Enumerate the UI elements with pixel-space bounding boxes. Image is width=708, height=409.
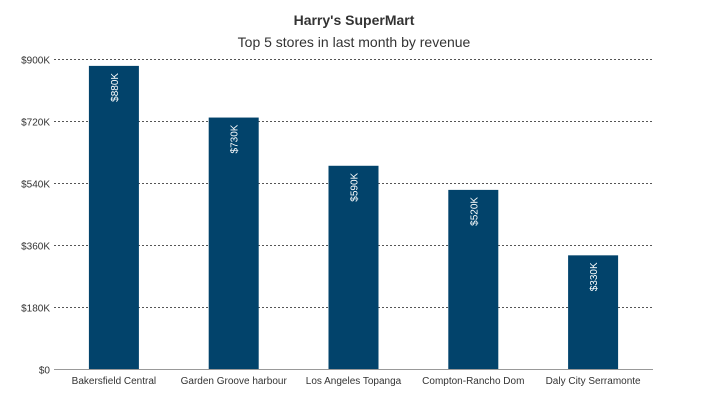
x-tick-label: Daly City Serramonte xyxy=(546,376,641,387)
y-tick-label: $360K xyxy=(21,242,50,253)
chart-title: Harry's SuperMart xyxy=(293,12,415,28)
x-tick-label: Bakersfield Central xyxy=(72,376,156,387)
bar xyxy=(448,189,499,369)
y-tick-label: $180K xyxy=(21,304,50,315)
bar-data-label: $730K xyxy=(230,124,241,153)
bar-data-label: $330K xyxy=(589,262,600,291)
chart-subtitle: Top 5 stores in last month by revenue xyxy=(237,34,471,50)
y-tick-label: $540K xyxy=(21,180,50,191)
y-tick-label: $0 xyxy=(39,366,51,377)
y-tick-label: $900K xyxy=(21,56,50,67)
bar-data-label: $880K xyxy=(110,73,121,102)
bar xyxy=(208,117,259,369)
x-tick-label: Los Angeles Topanga xyxy=(306,376,402,387)
x-tick-label: Garden Groove harbour xyxy=(181,376,288,387)
y-tick-label: $720K xyxy=(21,118,50,129)
bar xyxy=(328,165,379,369)
bar xyxy=(88,65,139,369)
bar-data-label: $590K xyxy=(350,172,361,201)
bar xyxy=(568,255,619,369)
bar-data-label: $520K xyxy=(469,197,480,226)
x-tick-label: Compton-Rancho Dom xyxy=(422,376,524,387)
